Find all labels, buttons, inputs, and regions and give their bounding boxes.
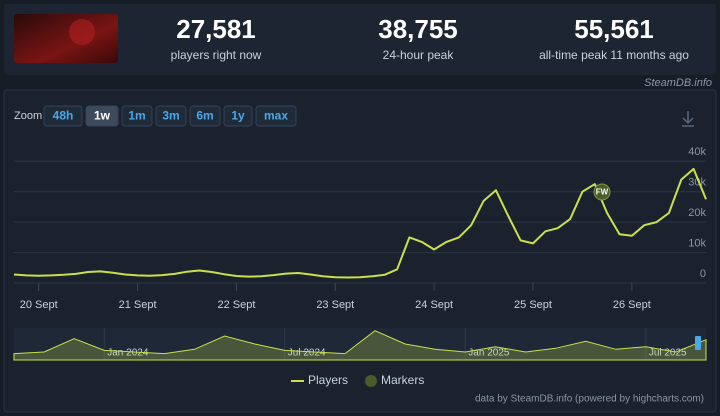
marker-label: FW bbox=[596, 188, 609, 197]
navigator-bg bbox=[14, 328, 706, 360]
navigator-label: Jul 2024 bbox=[288, 348, 326, 359]
navigator-label: Jan 2024 bbox=[107, 348, 149, 359]
download-icon[interactable] bbox=[682, 111, 694, 127]
zoom-button-label[interactable]: 1w bbox=[94, 109, 111, 123]
x-tick-label: 26 Sept bbox=[613, 299, 651, 311]
zoom-button-label[interactable]: max bbox=[264, 109, 288, 123]
stat-label: 24-hour peak bbox=[383, 48, 455, 62]
y-tick-label: 10k bbox=[688, 237, 706, 249]
stat-value: 55,561 bbox=[574, 14, 654, 44]
zoom-button[interactable] bbox=[155, 105, 187, 127]
zoom-button-label[interactable]: 6m bbox=[196, 109, 213, 123]
y-tick-label: 0 bbox=[700, 268, 706, 280]
zoom-label: Zoom bbox=[14, 110, 42, 122]
zoom-button[interactable] bbox=[85, 105, 119, 127]
marker bbox=[593, 183, 611, 201]
game-logo bbox=[14, 14, 118, 63]
zoom-button-label[interactable]: 1m bbox=[128, 109, 145, 123]
zoom-button[interactable] bbox=[255, 105, 297, 127]
legend-label[interactable]: Markers bbox=[381, 373, 424, 387]
credits: data by SteamDB.info (powered by highcha… bbox=[475, 394, 704, 405]
legend-marker bbox=[365, 375, 377, 387]
stat-value: 38,755 bbox=[378, 14, 458, 44]
navigator-area bbox=[13, 330, 707, 361]
stats-panel bbox=[4, 4, 716, 75]
navigator-handle[interactable] bbox=[695, 336, 701, 350]
zoom-button-label[interactable]: 1y bbox=[231, 109, 245, 123]
zoom-button[interactable] bbox=[43, 105, 83, 127]
x-tick-label: 21 Sept bbox=[119, 299, 157, 311]
x-tick-label: 25 Sept bbox=[514, 299, 552, 311]
y-tick-label: 30k bbox=[688, 177, 706, 189]
zoom-button[interactable] bbox=[189, 105, 221, 127]
zoom-button-label[interactable]: 3m bbox=[162, 109, 179, 123]
navigator-label: Jan 2025 bbox=[468, 348, 510, 359]
zoom-button[interactable] bbox=[223, 105, 253, 127]
y-tick-label: 20k bbox=[688, 207, 706, 219]
x-tick-label: 23 Sept bbox=[316, 299, 354, 311]
x-tick-label: 22 Sept bbox=[217, 299, 255, 311]
stat-label: players right now bbox=[171, 48, 262, 62]
series-line bbox=[13, 167, 707, 279]
x-tick-label: 24 Sept bbox=[415, 299, 453, 311]
chart-layer: 27,581 players right now 38,755 24-hour pea… bbox=[13, 14, 712, 405]
stat-label: all-time peak 11 months ago bbox=[539, 48, 689, 62]
chart-panel bbox=[3, 89, 717, 413]
navigator-label: Jul 2025 bbox=[649, 348, 687, 359]
stat-value: 27,581 bbox=[176, 14, 256, 44]
source: SteamDB.info bbox=[644, 77, 712, 89]
logo-art bbox=[69, 19, 95, 45]
legend-label[interactable]: Players bbox=[308, 373, 348, 387]
y-tick-label: 40k bbox=[688, 146, 706, 158]
zoom-button[interactable] bbox=[121, 105, 153, 127]
zoom-button-label[interactable]: 48h bbox=[53, 109, 74, 123]
x-tick-label: 20 Sept bbox=[20, 299, 58, 311]
